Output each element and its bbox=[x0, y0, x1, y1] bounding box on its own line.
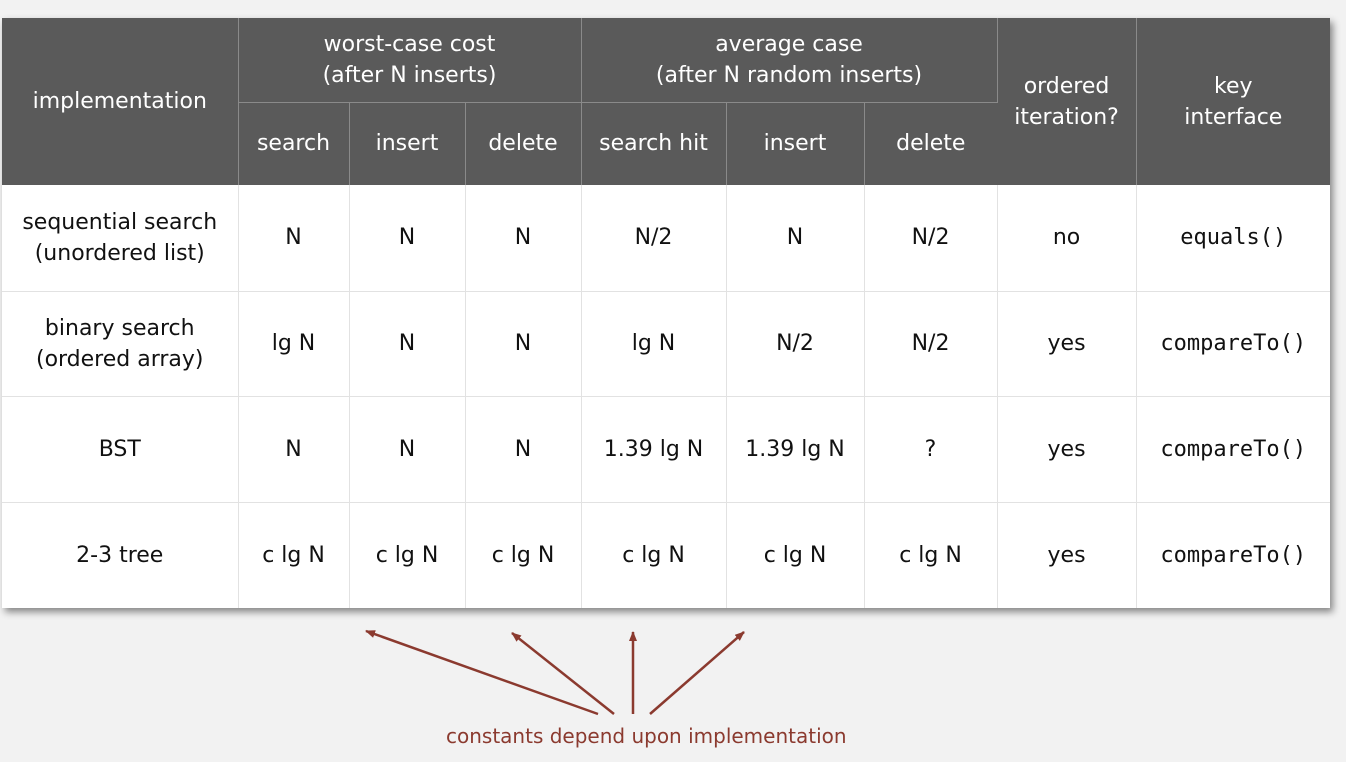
header-row-sub: search insert delete search hit insert d… bbox=[2, 101, 1330, 185]
table-row: sequential search (unordered list) N N N… bbox=[2, 185, 1330, 291]
header-key-line1: key bbox=[1214, 73, 1253, 99]
symbol-table-cost-summary: implementation worst-case cost (after N … bbox=[2, 18, 1331, 608]
cell-avg-search-hit: N/2 bbox=[581, 185, 727, 291]
cell-worst-insert: c lg N bbox=[349, 501, 466, 608]
cell-avg-insert: 1.39 lg N bbox=[726, 395, 865, 502]
header-key-interface: key interface bbox=[1136, 18, 1331, 185]
cell-worst-search: N bbox=[238, 395, 350, 502]
cell-key-interface: compareTo() bbox=[1136, 395, 1331, 502]
cell-worst-insert: N bbox=[349, 185, 466, 291]
header-worst-case: worst-case cost (after N inserts) bbox=[238, 18, 582, 102]
header-avg-insert: insert bbox=[726, 101, 865, 185]
cell-avg-search-hit: 1.39 lg N bbox=[581, 395, 727, 502]
header-ordered-line1: ordered bbox=[1023, 73, 1110, 99]
header-key-line2: interface bbox=[1184, 104, 1283, 130]
header-avg-search-hit: search hit bbox=[581, 101, 727, 185]
header-worst-search: search bbox=[238, 101, 350, 185]
header-worst-case-line2: (after N inserts) bbox=[322, 62, 497, 88]
cell-ordered: yes bbox=[997, 395, 1137, 502]
cell-worst-insert: N bbox=[349, 290, 466, 396]
header-average-case-line2: (after N random inserts) bbox=[655, 62, 923, 88]
cell-ordered: yes bbox=[997, 501, 1137, 608]
cell-key-interface: equals() bbox=[1180, 225, 1287, 251]
cell-implementation: binary search (ordered array) bbox=[2, 290, 239, 396]
table-row: 2-3 tree c lg N c lg N c lg N c lg N c l… bbox=[2, 501, 1331, 608]
cell-worst-delete: N bbox=[465, 290, 582, 396]
arrow-to-worst-search bbox=[365, 629, 599, 716]
cell-implementation: sequential search (unordered list) bbox=[2, 185, 239, 291]
cost-table: implementation worst-case cost (after N … bbox=[2, 18, 1331, 608]
cell-worst-delete: N bbox=[465, 185, 582, 291]
cell-avg-delete: ? bbox=[864, 395, 998, 502]
cell-worst-search: lg N bbox=[238, 290, 350, 396]
header-ordered-iteration: ordered iteration? bbox=[997, 18, 1137, 185]
cell-ordered: no bbox=[997, 185, 1137, 291]
cell-avg-insert: N/2 bbox=[726, 290, 865, 396]
cell-implementation: 2-3 tree bbox=[2, 501, 239, 608]
header-avg-delete: delete bbox=[864, 101, 998, 185]
table-row: BST N N N 1.39 lg N 1.39 lg N ? yes comp… bbox=[2, 395, 1331, 502]
header-average-case: average case (after N random inserts) bbox=[581, 18, 998, 102]
header-ordered-line2: iteration? bbox=[1014, 104, 1119, 130]
cell-avg-search-hit: c lg N bbox=[581, 501, 727, 608]
table-row: binary search (ordered array) lg N N N l… bbox=[2, 290, 1331, 396]
cell-worst-delete: c lg N bbox=[465, 501, 582, 608]
cell-avg-insert: N bbox=[726, 185, 865, 291]
cell-implementation: BST bbox=[2, 395, 239, 502]
cell-worst-search: N bbox=[238, 185, 350, 291]
arrow-to-avg-search bbox=[649, 631, 745, 715]
cell-avg-insert: c lg N bbox=[726, 501, 865, 608]
header-average-case-line1: average case bbox=[715, 31, 863, 57]
header-implementation: implementation bbox=[2, 18, 239, 185]
header-worst-delete: delete bbox=[465, 101, 582, 185]
arrow-to-worst-insert bbox=[511, 632, 615, 715]
constants-annotation: constants depend upon implementation bbox=[446, 724, 847, 748]
cell-worst-search: c lg N bbox=[238, 501, 350, 608]
header-worst-case-line1: worst-case cost bbox=[323, 31, 496, 57]
cell-key-interface: compareTo() bbox=[1136, 290, 1331, 396]
impl-line2: (ordered array) bbox=[35, 346, 204, 372]
cell-key-interface: compareTo() bbox=[1136, 501, 1331, 608]
cell-avg-delete: N/2 bbox=[864, 290, 998, 396]
cell-avg-search-hit: lg N bbox=[581, 290, 727, 396]
cell-avg-delete: N/2 bbox=[864, 185, 998, 291]
cell-ordered: yes bbox=[997, 290, 1137, 396]
cell-worst-delete: N bbox=[465, 395, 582, 502]
cell-avg-delete: c lg N bbox=[864, 501, 998, 608]
cell-worst-insert: N bbox=[349, 395, 466, 502]
impl-line2: (unordered list) bbox=[34, 240, 205, 266]
header-row-top: implementation worst-case cost (after N … bbox=[2, 18, 1331, 185]
header-worst-insert: insert bbox=[349, 101, 466, 185]
impl-line1: sequential search bbox=[22, 209, 218, 235]
impl-line1: binary search bbox=[44, 315, 195, 341]
